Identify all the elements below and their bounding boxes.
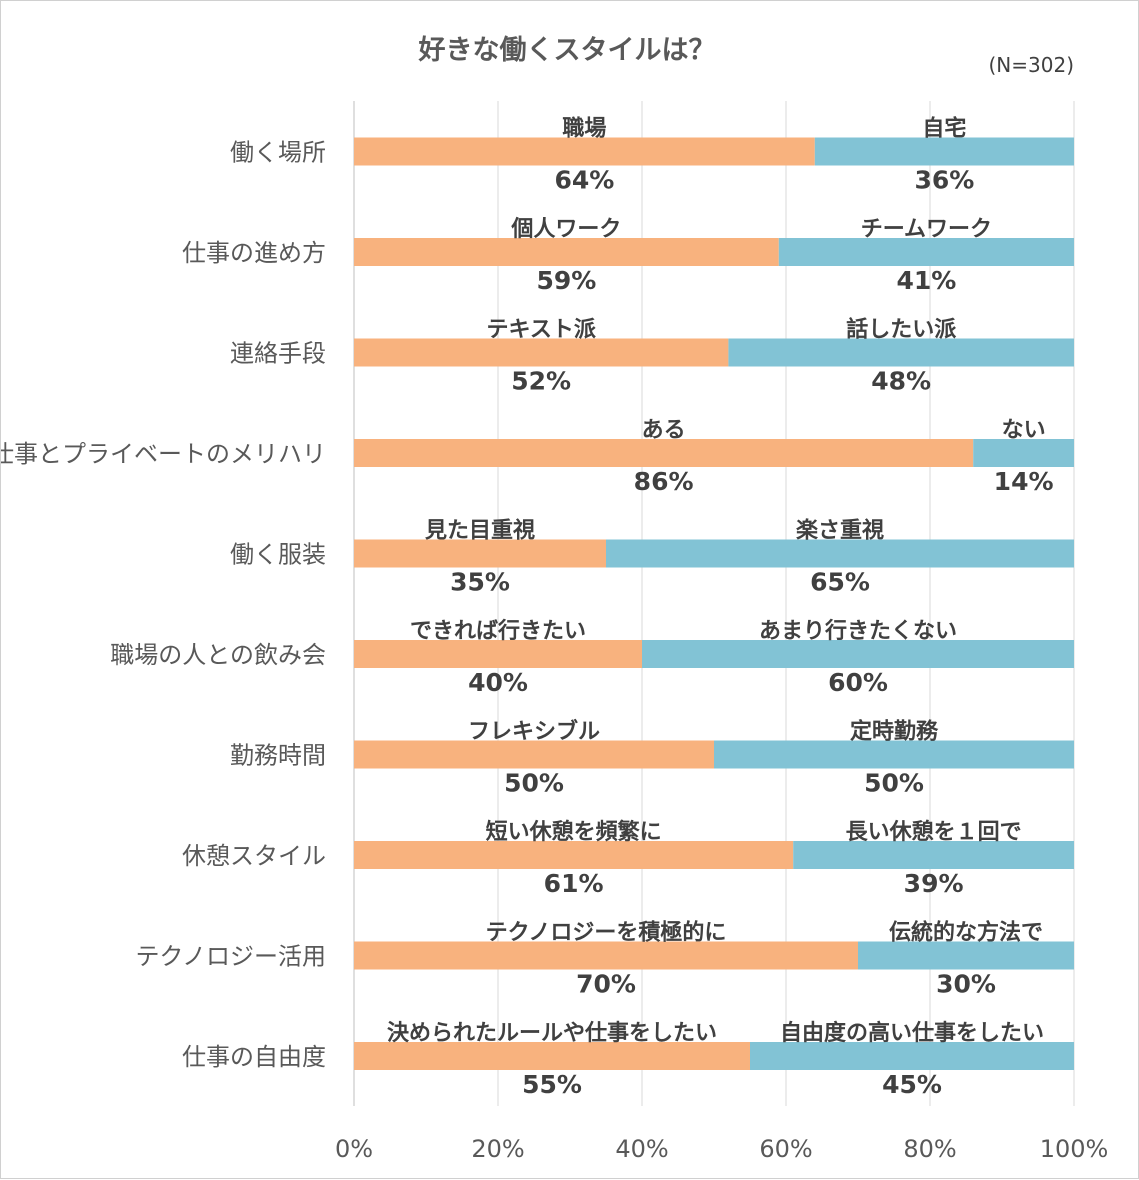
category-label: 仕事とプライベートのメリハリ bbox=[1, 440, 326, 468]
category-label: 働く場所 bbox=[230, 139, 326, 167]
bar-right-segment bbox=[793, 841, 1074, 869]
segment-label-left: テクノロジーを積極的に bbox=[486, 920, 727, 946]
data-label-right: 39% bbox=[904, 869, 964, 898]
data-label-left: 40% bbox=[468, 668, 528, 697]
category-label: 仕事の自由度 bbox=[182, 1043, 326, 1071]
segment-label-right: あまり行きたくない bbox=[759, 618, 957, 644]
segment-label-right: 自由度の高い仕事をしたい bbox=[780, 1020, 1044, 1046]
bar-right-segment bbox=[973, 439, 1074, 467]
bar-right-segment bbox=[858, 941, 1074, 970]
category-label: 職場の人との飲み会 bbox=[110, 641, 326, 669]
data-label-left: 59% bbox=[536, 266, 596, 295]
x-tick-label: 40% bbox=[615, 1135, 668, 1163]
segment-label-right: 定時勤務 bbox=[850, 719, 939, 745]
x-tick-label: 100% bbox=[1040, 1135, 1109, 1163]
data-label-right: 45% bbox=[882, 1070, 942, 1099]
data-label-left: 61% bbox=[544, 869, 604, 898]
data-label-right: 36% bbox=[914, 166, 974, 195]
data-label-left: 35% bbox=[450, 568, 510, 597]
category-label: 仕事の進め方 bbox=[182, 239, 326, 267]
segment-label-right: 自宅 bbox=[922, 116, 966, 142]
data-label-right: 30% bbox=[936, 970, 996, 999]
data-label-right: 60% bbox=[828, 668, 888, 697]
data-label-right: 14% bbox=[994, 467, 1054, 496]
bar-right-segment bbox=[750, 1042, 1074, 1070]
bar-left-segment bbox=[354, 841, 794, 869]
sample-size-label: (N=302) bbox=[989, 53, 1075, 77]
segment-label-right: 話したい派 bbox=[846, 317, 956, 343]
bar-right-segment bbox=[814, 137, 1074, 166]
segment-label-right: チームワーク bbox=[861, 217, 992, 242]
x-tick-label: 80% bbox=[903, 1135, 956, 1163]
bar-left-segment bbox=[354, 137, 815, 166]
data-label-left: 70% bbox=[576, 970, 636, 999]
data-label-left: 64% bbox=[554, 166, 614, 195]
segment-label-right: ない bbox=[1002, 418, 1046, 443]
segment-label-left: 職場 bbox=[562, 116, 606, 142]
bar-left-segment bbox=[354, 941, 858, 970]
x-tick-label: 20% bbox=[471, 1135, 524, 1163]
segment-label-right: 伝統的な方法で bbox=[889, 920, 1043, 946]
data-label-left: 50% bbox=[504, 769, 564, 798]
category-label: 連絡手段 bbox=[230, 340, 326, 368]
segment-label-left: 見た目重視 bbox=[425, 519, 535, 544]
data-label-left: 55% bbox=[522, 1070, 582, 1099]
segment-label-right: 楽さ重視 bbox=[796, 518, 884, 544]
data-label-left: 86% bbox=[634, 467, 694, 496]
segment-label-left: 個人ワーク bbox=[510, 217, 621, 242]
chart-title: 好きな働くスタイルは？ bbox=[418, 35, 716, 66]
bar-left-segment bbox=[354, 740, 714, 769]
bar-left-segment bbox=[354, 238, 779, 266]
segment-label-left: ある bbox=[642, 418, 686, 443]
category-label: テクノロジー活用 bbox=[135, 943, 326, 971]
x-tick-label: 60% bbox=[759, 1135, 812, 1163]
segment-label-left: できれば行きたい bbox=[410, 618, 586, 644]
segment-label-left: 決められたルールや仕事をしたい bbox=[387, 1020, 717, 1046]
bar-right-segment bbox=[778, 238, 1074, 266]
data-label-right: 48% bbox=[871, 367, 931, 396]
segment-label-left: 短い休憩を頻繁に bbox=[486, 819, 662, 845]
bar-left-segment bbox=[354, 439, 974, 467]
data-label-right: 41% bbox=[896, 266, 956, 295]
segment-label-left: フレキシブル bbox=[468, 719, 600, 745]
bar-right-segment bbox=[642, 640, 1074, 668]
category-label: 働く服装 bbox=[230, 541, 326, 569]
data-label-right: 50% bbox=[864, 769, 924, 798]
bar-left-segment bbox=[354, 338, 729, 367]
bar-left-segment bbox=[354, 539, 606, 568]
category-label: 休憩スタイル bbox=[182, 842, 326, 870]
x-tick-label: 0% bbox=[335, 1135, 373, 1163]
bar-left-segment bbox=[354, 1042, 750, 1070]
data-label-right: 65% bbox=[810, 568, 870, 597]
bar-right-segment bbox=[728, 338, 1074, 367]
category-label: 勤務時間 bbox=[230, 742, 326, 770]
data-label-left: 52% bbox=[511, 367, 571, 396]
segment-label-right: 長い休憩を１回で bbox=[846, 819, 1022, 845]
segment-label-left: テキスト派 bbox=[487, 318, 596, 343]
bar-right-segment bbox=[714, 740, 1074, 769]
bar-right-segment bbox=[606, 539, 1074, 568]
bar-left-segment bbox=[354, 640, 642, 668]
